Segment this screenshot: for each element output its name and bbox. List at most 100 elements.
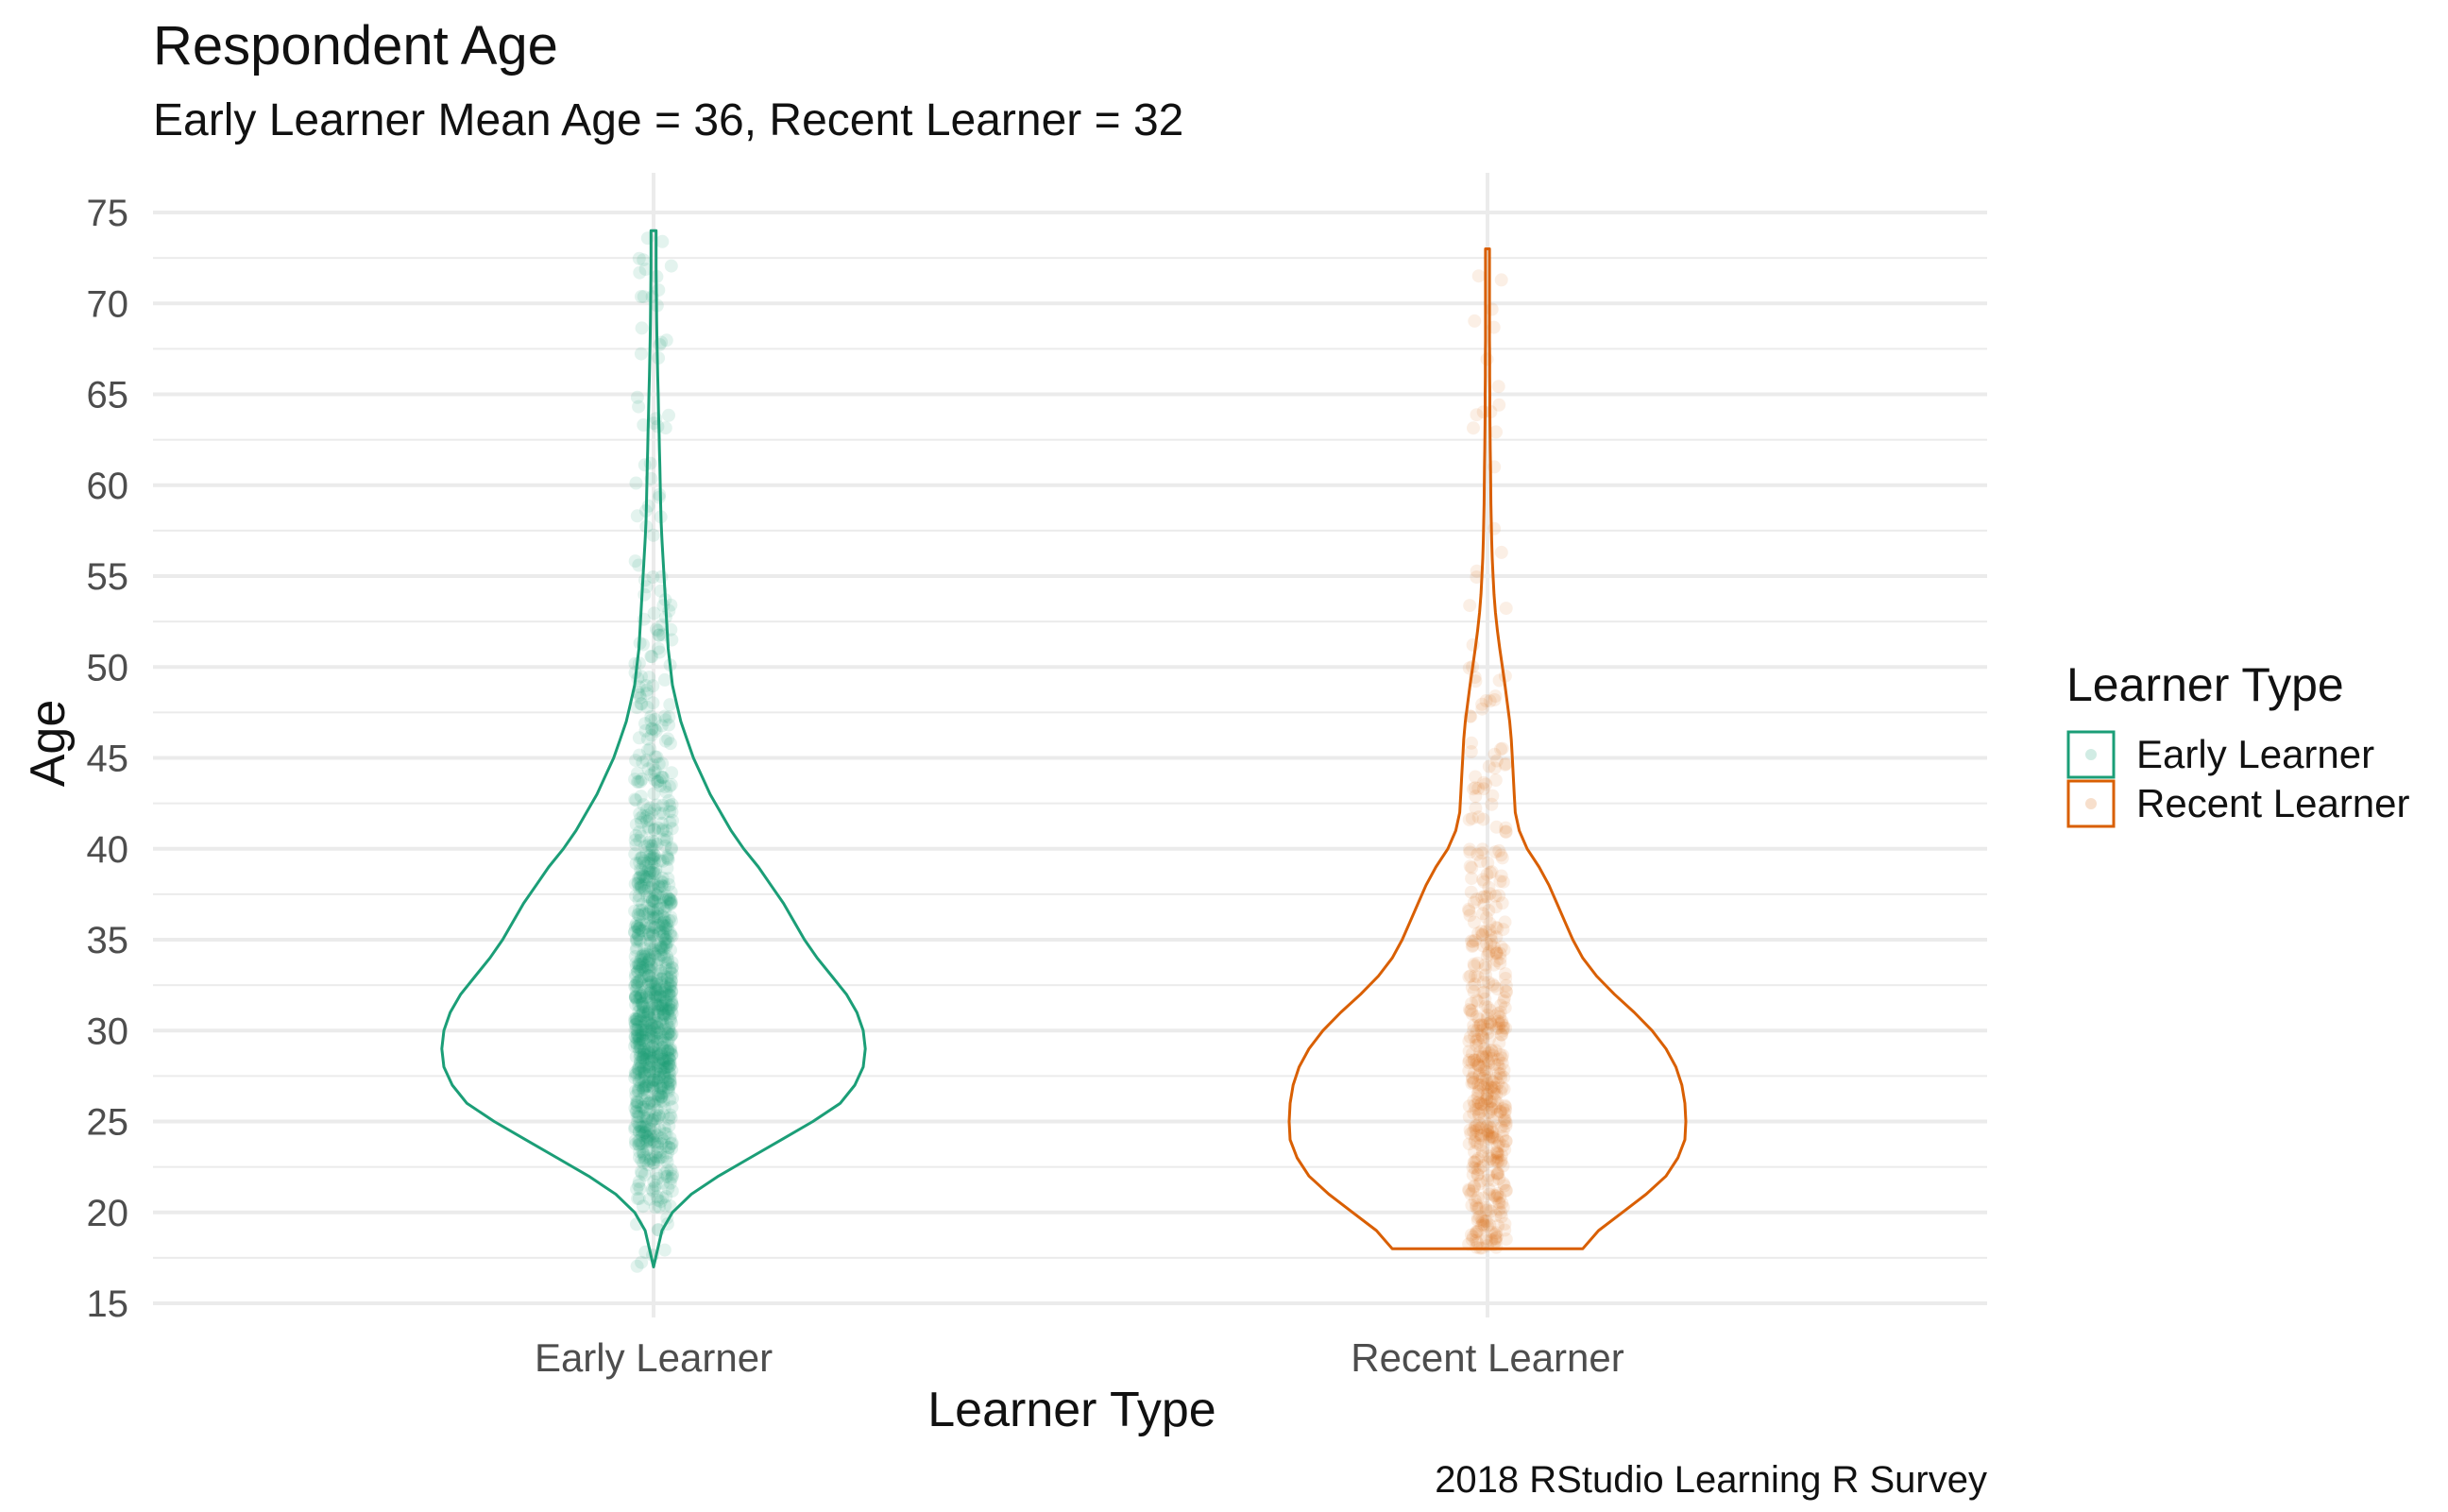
data-point — [1483, 1095, 1497, 1109]
data-point — [1482, 759, 1496, 773]
data-point — [659, 961, 673, 976]
data-point — [632, 1138, 646, 1152]
data-point — [638, 1103, 653, 1116]
data-point — [637, 947, 651, 961]
data-point — [644, 902, 658, 916]
data-point — [643, 1135, 657, 1149]
data-point — [1499, 756, 1513, 771]
data-point — [635, 971, 649, 985]
data-point — [643, 1016, 657, 1030]
data-point — [641, 954, 655, 968]
data-point — [1497, 1082, 1511, 1096]
data-point — [637, 1081, 651, 1096]
data-point — [664, 1171, 678, 1185]
data-point — [646, 1073, 660, 1087]
data-point — [634, 934, 648, 948]
data-point — [1468, 781, 1482, 795]
data-point — [1496, 1124, 1510, 1137]
data-point — [1494, 1148, 1508, 1163]
data-point — [1497, 994, 1511, 1008]
data-point — [649, 622, 663, 637]
data-point — [638, 1153, 653, 1167]
data-point — [655, 1041, 670, 1054]
data-point — [1463, 845, 1477, 859]
data-point — [1487, 1075, 1501, 1089]
data-point — [630, 766, 644, 780]
data-point — [1485, 1095, 1499, 1108]
data-point — [658, 1127, 672, 1141]
data-point — [664, 842, 678, 857]
data-point — [1499, 978, 1513, 993]
data-point — [653, 990, 667, 1004]
data-point — [1491, 1166, 1505, 1181]
data-point — [1475, 928, 1489, 943]
data-point — [644, 650, 658, 663]
data-point — [645, 1182, 659, 1197]
data-point — [629, 1104, 643, 1118]
data-point — [642, 870, 656, 884]
data-point — [648, 1109, 662, 1123]
data-point — [638, 1126, 652, 1140]
data-point — [634, 790, 648, 804]
data-point — [1487, 1083, 1501, 1097]
data-point — [634, 851, 648, 865]
data-point — [632, 1137, 646, 1151]
data-point — [633, 991, 647, 1005]
data-point — [653, 779, 667, 793]
data-point — [1490, 1167, 1504, 1181]
data-point — [1497, 1021, 1511, 1035]
data-point — [643, 963, 657, 977]
data-point — [634, 1023, 648, 1037]
data-point — [665, 1007, 679, 1020]
data-point — [630, 1031, 644, 1045]
data-point — [633, 903, 647, 917]
data-point — [637, 1062, 651, 1076]
data-point — [1491, 1066, 1505, 1080]
data-point — [638, 810, 653, 824]
data-point — [646, 850, 660, 864]
data-point — [645, 851, 659, 865]
data-point — [633, 1029, 646, 1044]
data-point — [630, 1182, 644, 1197]
data-point — [646, 1034, 660, 1048]
data-point — [1471, 1102, 1486, 1116]
data-point — [653, 1026, 667, 1040]
data-point — [659, 916, 673, 930]
data-point — [645, 722, 659, 736]
data-point — [1468, 1098, 1482, 1113]
data-point — [658, 932, 672, 946]
data-point — [644, 1054, 658, 1068]
data-point — [648, 894, 662, 909]
data-point — [1466, 1161, 1480, 1175]
data-point — [1471, 1108, 1486, 1122]
data-point — [633, 1009, 647, 1023]
data-point — [650, 958, 664, 972]
data-point — [1484, 928, 1498, 943]
data-point — [654, 1032, 668, 1046]
data-point — [642, 1192, 656, 1206]
data-point — [1482, 1054, 1496, 1068]
data-point — [645, 865, 659, 879]
data-point — [1494, 1155, 1508, 1169]
data-point — [630, 976, 644, 990]
data-point — [1498, 1112, 1511, 1126]
data-point — [629, 990, 642, 1004]
data-point — [660, 1061, 674, 1074]
data-point — [638, 1080, 653, 1095]
data-point — [663, 1025, 677, 1039]
data-point — [659, 921, 673, 935]
data-point — [641, 968, 655, 982]
data-point — [654, 1195, 668, 1209]
data-point — [1489, 754, 1504, 768]
data-point — [1498, 1143, 1512, 1157]
data-point — [660, 949, 674, 963]
data-point — [628, 1011, 642, 1026]
data-point — [655, 1041, 670, 1055]
data-point — [649, 997, 663, 1011]
data-point — [664, 970, 678, 984]
data-point — [1463, 859, 1477, 874]
data-point — [659, 785, 673, 799]
data-point — [1474, 1104, 1488, 1118]
data-point — [659, 892, 673, 907]
data-point — [643, 952, 657, 966]
